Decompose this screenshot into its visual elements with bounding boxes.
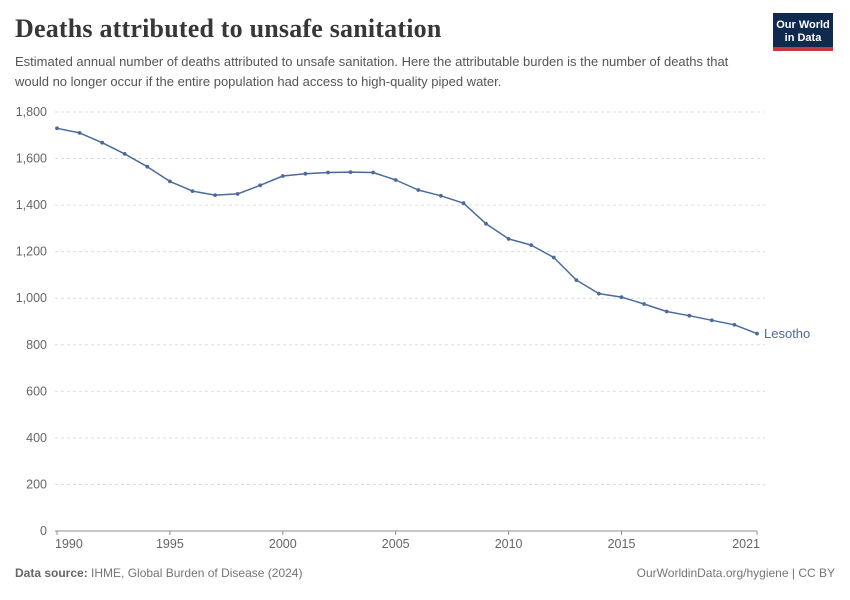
data-point[interactable] [235,192,240,196]
data-point[interactable] [709,318,714,323]
data-line-lesotho[interactable] [56,127,758,335]
data-point[interactable] [100,140,105,145]
data-point[interactable] [371,170,375,175]
data-point[interactable] [574,278,579,282]
data-point[interactable] [551,255,556,260]
data-source-label: Data source: [15,566,88,580]
data-point[interactable] [416,188,421,192]
data-point[interactable] [258,183,263,188]
y-axis-tick-label: 600 [26,384,47,398]
x-axis-tick-label: 2021 [732,537,760,551]
chart-title: Deaths attributed to unsafe sanitation [15,14,442,43]
data-point[interactable] [55,126,59,131]
x-axis-tick-label: 2000 [269,537,297,551]
data-point[interactable] [506,237,511,241]
y-axis-tick-label: 1,000 [16,291,47,305]
data-point[interactable] [326,170,330,175]
data-point[interactable] [461,201,466,206]
data-point[interactable] [190,189,195,194]
data-point[interactable] [145,164,150,169]
data-source: Data source: IHME, Global Burden of Dise… [15,566,302,580]
entity-label[interactable]: Lesotho [764,326,810,341]
logo-background [773,13,833,51]
y-axis-tick-label: 1,400 [16,198,47,212]
data-point[interactable] [122,152,127,156]
data-point[interactable] [77,131,82,135]
y-axis-tick-label: 0 [40,524,47,538]
chart-footer: Data source: IHME, Global Burden of Dise… [15,566,835,580]
owid-logo[interactable]: Our World in Data [773,13,833,51]
data-point[interactable] [642,302,646,306]
x-axis-tick-label: 1995 [156,537,184,551]
data-point[interactable] [280,174,285,178]
data-point[interactable] [348,170,353,175]
y-axis-tick-label: 200 [26,477,47,491]
data-point[interactable] [484,221,488,226]
logo-line1: Our World [776,18,830,31]
logo-red-bar [773,47,833,51]
data-point[interactable] [597,291,601,296]
y-axis-tick-label: 1,200 [16,245,47,259]
data-point[interactable] [732,322,737,327]
data-point[interactable] [529,243,534,248]
y-axis-tick-label: 1,800 [16,105,47,119]
data-point[interactable] [755,331,759,336]
logo-text: Our World in Data [776,19,830,45]
chart-subtitle: Estimated annual number of deaths attrib… [15,54,729,90]
data-point[interactable] [168,179,172,184]
y-axis-tick-label: 400 [26,431,47,445]
data-point[interactable] [687,313,692,318]
data-point[interactable] [664,309,669,314]
logo-line2: in Data [784,32,822,44]
data-point[interactable] [619,295,624,299]
x-axis-tick-label: 2015 [608,537,636,551]
data-point[interactable] [439,193,443,198]
x-axis-tick-label: 2005 [382,537,410,551]
data-point[interactable] [213,193,218,198]
y-axis-tick-label: 1,600 [16,152,47,166]
data-source-text: IHME, Global Burden of Disease (2024) [87,566,303,580]
data-point[interactable] [393,178,398,182]
y-axis-tick-label: 800 [26,338,47,352]
data-point[interactable] [303,171,308,176]
x-axis-tick-label: 1990 [55,537,83,551]
credit-link[interactable]: OurWorldinData.org/hygiene | CC BY [636,566,835,580]
x-axis-tick-label: 2010 [495,537,523,551]
